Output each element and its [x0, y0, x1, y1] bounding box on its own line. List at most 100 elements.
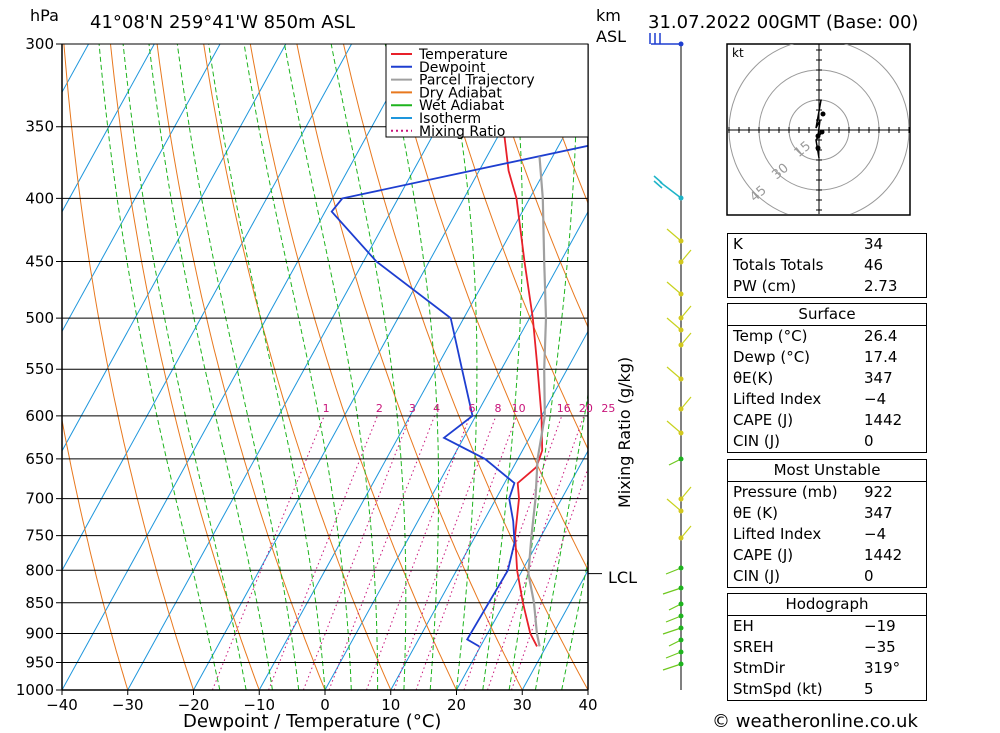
surface-key: Dewp (°C)	[733, 348, 811, 366]
hodograph-unit-label: kt	[732, 46, 744, 60]
most-unstable-key: Pressure (mb)	[733, 483, 838, 501]
pressure-tick-label: 800	[25, 561, 54, 579]
mixing-ratio-axis-title: Mixing Ratio (g/kg)	[615, 357, 634, 508]
pressure-tick-label: 700	[25, 490, 54, 508]
isotherm-line	[390, 330, 588, 690]
hodograph-key: StmSpd (kt)	[733, 680, 823, 698]
surface-value: 347	[864, 369, 893, 387]
wind-level-dot	[678, 41, 684, 47]
pressure-tick-label: 950	[25, 653, 54, 671]
x-tick-label: 20	[447, 696, 466, 714]
km-unit-label: km	[596, 6, 621, 25]
most-unstable-value: 347	[864, 504, 893, 522]
wet-adiabat-line	[148, 44, 273, 690]
wet-adiabat-line	[508, 44, 578, 690]
wind-level-dot	[678, 585, 684, 591]
wet-adiabat-line	[384, 44, 440, 690]
asl-unit-label: ASL	[596, 27, 626, 46]
surface-row: Dewp (°C) 17.4	[728, 347, 926, 368]
wind-barb	[666, 228, 682, 242]
hodograph-value: −35	[864, 638, 896, 656]
wet-adiabat-line	[561, 558, 588, 690]
dry-adiabat-line	[156, 44, 326, 690]
x-tick-label: 40	[578, 696, 597, 714]
isotherm-line	[62, 44, 418, 690]
hodograph-point	[815, 133, 821, 139]
legend-label: Dry Adiabat	[419, 85, 502, 101]
isotherm-line	[62, 44, 221, 333]
wind-level-dot	[678, 661, 684, 667]
wind-level-dot	[678, 406, 684, 412]
pressure-tick-label: 750	[25, 527, 54, 545]
mixing-ratio-value-label: 10	[512, 402, 526, 415]
wind-barb	[665, 615, 682, 623]
mixing-ratio-labels: 1 2 3 4 6 8 10 16 20 25	[323, 402, 616, 415]
most-unstable-value: 1442	[864, 546, 903, 564]
most-unstable-row: CAPE (J) 1442	[728, 545, 926, 566]
dry-adiabat-line	[249, 44, 457, 690]
legend-label: Wet Adiabat	[419, 98, 505, 114]
dry-adiabat-line	[949, 44, 1000, 690]
isotherm-line	[62, 44, 155, 213]
dry-adiabat-line	[203, 44, 392, 690]
index-table: K 34 Totals Totals 46 PW (cm) 2.73	[727, 233, 927, 298]
wind-barb	[680, 486, 692, 500]
wind-barb	[680, 249, 692, 263]
legend-label: Mixing Ratio	[419, 124, 505, 140]
wet-adiabat-line	[122, 44, 247, 690]
pressure-tick-label: 900	[25, 624, 54, 642]
wet-adiabat-line	[330, 44, 407, 690]
hodograph-row: StmSpd (kt) 5	[728, 679, 926, 700]
surface-row: CAPE (J) 1442	[728, 410, 926, 431]
wind-level-dot	[678, 649, 684, 655]
wind-level-dot	[678, 291, 684, 297]
hodograph-key: StmDir	[733, 659, 785, 677]
wind-barb	[680, 396, 692, 410]
k-index-value: 34	[864, 235, 884, 253]
mixing-ratio-line	[511, 466, 588, 690]
pressure-tick-label: 300	[25, 35, 54, 53]
mixing-ratio-value-label: 25	[601, 402, 615, 415]
surface-title: Surface	[798, 305, 856, 323]
wind-level-dot	[678, 496, 684, 502]
legend-label: Parcel Trajectory	[419, 73, 535, 89]
hodograph-row: SREH −35	[728, 637, 926, 658]
wind-level-dot	[678, 315, 684, 321]
pressure-tick-label: 350	[25, 118, 54, 136]
most-unstable-value: 0	[864, 567, 874, 585]
wet-adiabat-line	[98, 44, 221, 690]
location-label: 41°08'N 259°41'W 850m ASL	[90, 12, 355, 33]
legend-label: Temperature	[418, 47, 508, 63]
surface-key: θE(K)	[733, 369, 774, 387]
wind-level-dot	[678, 613, 684, 619]
wet-adiabat-line	[284, 44, 379, 690]
mixing-ratio-line	[302, 415, 411, 690]
most-unstable-table: Most Unstable Pressure (mb) 922 θE (K) 347 L…	[727, 459, 927, 588]
pressure-tick-label: 500	[25, 309, 54, 327]
wind-barb	[680, 525, 692, 539]
most-unstable-key: CAPE (J)	[733, 546, 794, 564]
k-index-row: K 34	[728, 234, 926, 255]
x-tick-label: −10	[243, 696, 275, 714]
wind-level-dot	[678, 508, 684, 514]
dry-adiabat-line	[296, 44, 523, 690]
parcel-trajectory-line	[527, 156, 548, 647]
wind-barb	[666, 420, 682, 434]
legend-label: Dewpoint	[419, 60, 486, 76]
surface-row: CIN (J) 0	[728, 431, 926, 452]
datetime-label: 31.07.2022 00GMT (Base: 00)	[648, 12, 918, 33]
pressure-tick-label: 550	[25, 360, 54, 378]
pressure-tick-label: 450	[25, 253, 54, 271]
wind-level-dot	[678, 376, 684, 382]
surface-value: 26.4	[864, 327, 898, 345]
legend-label: Isotherm	[419, 111, 481, 127]
wet-adiabat-line	[446, 44, 478, 690]
most-unstable-row: CIN (J) 0	[728, 566, 926, 587]
hodograph-value: −19	[864, 617, 896, 635]
mixing-ratio-line	[268, 415, 378, 690]
most-unstable-row: θE (K) 347	[728, 503, 926, 524]
hodograph-key: SREH	[733, 638, 774, 656]
isotherm-line	[193, 44, 550, 690]
most-unstable-key: CIN (J)	[733, 567, 781, 585]
